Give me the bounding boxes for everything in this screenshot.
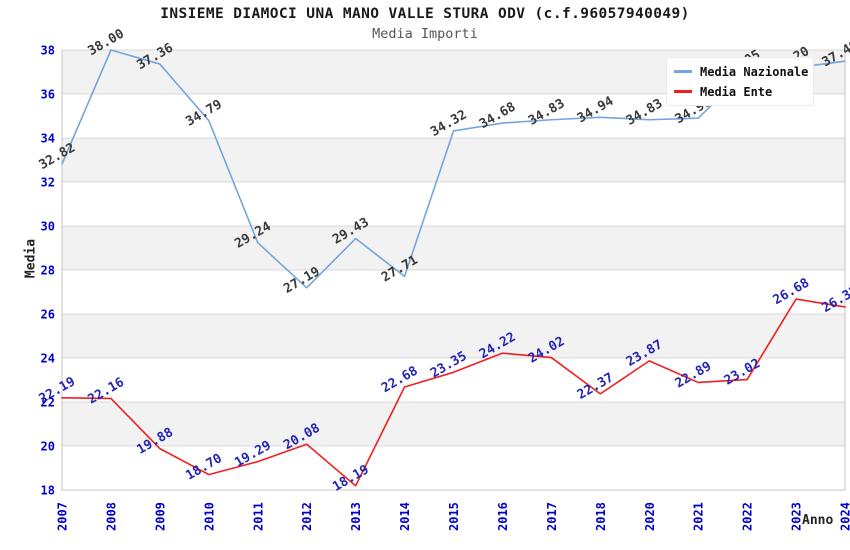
plot-band (62, 314, 845, 358)
plot-band (62, 226, 845, 270)
y-tick-label: 20 (41, 440, 55, 454)
y-tick-label: 38 (41, 44, 55, 58)
x-tick-label: 2007 (56, 502, 70, 531)
y-tick-label: 18 (41, 484, 55, 498)
x-tick-label: 2022 (741, 502, 755, 531)
data-label-media-ente: 26.68 (771, 275, 813, 308)
legend: Media Nazionale Media Ente (666, 57, 815, 106)
data-label-media-nazionale: 34.94 (575, 94, 617, 127)
x-tick-label: 2013 (349, 502, 363, 531)
plot-band (62, 138, 845, 182)
data-label-media-nazionale: 34.83 (526, 96, 567, 129)
x-tick-label: 2014 (398, 502, 412, 531)
legend-item-media-ente: Media Ente (672, 84, 808, 99)
legend-item-media-nazionale: Media Nazionale (672, 64, 808, 79)
y-tick-label: 36 (41, 88, 55, 102)
x-tick-label: 2015 (447, 502, 461, 531)
y-tick-label: 32 (41, 176, 55, 190)
x-tick-label: 2010 (202, 502, 216, 531)
x-tick-label: 2023 (790, 502, 804, 531)
legend-label: Media Ente (700, 84, 773, 99)
x-tick-label: 2017 (545, 502, 559, 531)
x-tick-label: 2016 (496, 502, 510, 531)
x-tick-label: 2024 (839, 502, 850, 531)
series-line-media-ente (61, 298, 846, 487)
x-tick-label: 2008 (104, 502, 118, 531)
y-tick-label: 26 (41, 308, 55, 322)
y-tick-label: 30 (41, 220, 55, 234)
x-tick-label: 2009 (153, 502, 167, 531)
x-tick-label: 2020 (643, 502, 657, 531)
data-label-media-nazionale: 34.32 (428, 107, 469, 140)
chart-subtitle: Media Importi (372, 26, 478, 42)
y-tick-label: 24 (41, 352, 55, 366)
data-label-media-ente: 22.37 (575, 370, 616, 403)
data-label-media-ente: 22.89 (673, 359, 714, 392)
legend-label: Media Nazionale (700, 64, 809, 79)
plot-band (62, 402, 845, 446)
data-label-media-nazionale: 34.68 (477, 99, 519, 132)
y-tick-label: 34 (41, 132, 55, 146)
legend-line-swatch-red (674, 90, 692, 93)
x-tick-label: 2012 (300, 502, 314, 531)
x-tick-label: 2011 (251, 502, 265, 531)
x-axis-title: Anno (802, 513, 834, 528)
y-tick-label: 28 (41, 264, 55, 278)
y-tick-label: 22 (41, 396, 55, 410)
x-tick-label: 2018 (594, 502, 608, 531)
data-label-media-ente: 18.70 (183, 451, 225, 484)
data-label-media-nazionale: 34.83 (624, 96, 665, 129)
data-label-media-nazionale: 34.79 (183, 97, 224, 130)
data-label-media-ente: 23.02 (722, 356, 763, 389)
chart-title: INSIEME DIAMOCI UNA MANO VALLE STURA ODV… (160, 6, 690, 22)
legend-line-swatch-blue (674, 70, 692, 73)
x-tick-label: 2021 (692, 502, 706, 531)
data-label-media-ente: 22.68 (379, 363, 421, 396)
